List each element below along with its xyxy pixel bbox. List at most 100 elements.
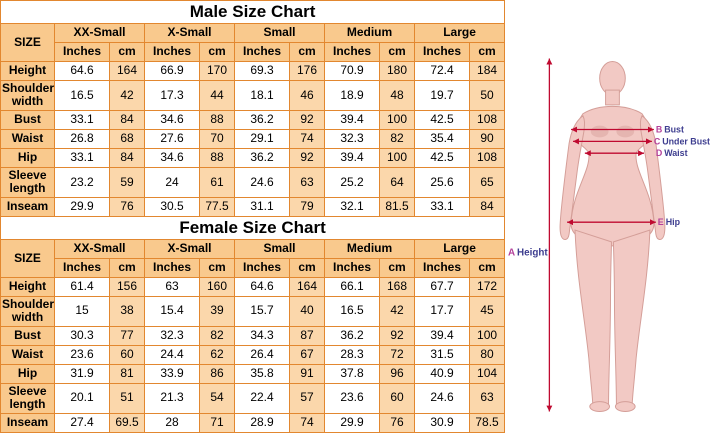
value-inches-cell: 64.6 xyxy=(54,61,110,81)
value-inches-cell: 19.7 xyxy=(414,80,470,111)
value-inches-cell: 18.9 xyxy=(324,80,380,111)
value-cm-cell: 45 xyxy=(468,295,506,327)
value-inches-cell: 32.1 xyxy=(324,196,380,217)
value-cm-cell: 40 xyxy=(289,295,325,327)
unit-header: Inches xyxy=(324,257,380,278)
value-cm-cell: 54 xyxy=(199,382,235,414)
male-size-chart: Male Size Chart SIZE XX-Small X-Small Small M… xyxy=(0,0,506,217)
value-inches-cell: 36.2 xyxy=(234,109,290,130)
value-inches-cell: 32.3 xyxy=(324,128,380,149)
body-measurement-diagram: B Bust C Under Bust D Waist E Hip A Height xyxy=(508,58,710,412)
value-cm-cell: 100 xyxy=(468,325,506,346)
measurement-row-label: Inseam xyxy=(0,196,55,217)
unit-header: cm xyxy=(379,257,415,278)
value-cm-cell: 60 xyxy=(379,382,415,414)
value-inches-cell: 16.5 xyxy=(54,80,110,111)
value-inches-cell: 36.2 xyxy=(234,147,290,168)
value-cm-cell: 61 xyxy=(199,166,235,198)
value-cm-cell: 63 xyxy=(468,382,506,414)
chart-title: Female Size Chart xyxy=(0,215,506,240)
value-cm-cell: 78.5 xyxy=(468,412,506,433)
value-inches-cell: 33.1 xyxy=(54,109,110,130)
value-cm-cell: 63 xyxy=(289,166,325,198)
value-cm-cell: 81 xyxy=(109,363,145,384)
value-cm-cell: 77 xyxy=(109,325,145,346)
value-cm-cell: 70 xyxy=(199,128,235,149)
value-inches-cell: 70.9 xyxy=(324,61,380,81)
size-column-header: X-Small xyxy=(144,23,235,43)
size-column-header: Medium xyxy=(324,238,415,259)
unit-header: Inches xyxy=(54,42,110,62)
figure-right-foot xyxy=(614,401,636,412)
value-inches-cell: 27.4 xyxy=(54,412,110,433)
size-corner-header: SIZE xyxy=(0,23,55,62)
value-inches-cell: 61.4 xyxy=(54,276,110,297)
value-cm-cell: 51 xyxy=(109,382,145,414)
figure-label-under-bust: C Under Bust xyxy=(654,136,710,146)
value-inches-cell: 27.6 xyxy=(144,128,200,149)
size-column-header: X-Small xyxy=(144,238,235,259)
value-inches-cell: 24.6 xyxy=(234,166,290,198)
unit-header: cm xyxy=(289,42,325,62)
value-inches-cell: 25.6 xyxy=(414,166,470,198)
value-inches-cell: 39.4 xyxy=(324,109,380,130)
value-cm-cell: 60 xyxy=(109,344,145,365)
value-inches-cell: 34.6 xyxy=(144,109,200,130)
value-cm-cell: 156 xyxy=(109,276,145,297)
value-inches-cell: 26.8 xyxy=(54,128,110,149)
figure-left-foot xyxy=(589,401,611,412)
measurement-row-label: Bust xyxy=(0,325,55,346)
value-cm-cell: 81.5 xyxy=(379,196,415,217)
value-cm-cell: 44 xyxy=(199,80,235,111)
unit-header: Inches xyxy=(414,42,470,62)
value-inches-cell: 64.6 xyxy=(234,276,290,297)
value-inches-cell: 17.3 xyxy=(144,80,200,111)
value-cm-cell: 65 xyxy=(468,166,506,198)
measurement-row-label: Waist xyxy=(0,344,55,365)
value-cm-cell: 172 xyxy=(468,276,506,297)
value-cm-cell: 46 xyxy=(289,80,325,111)
unit-header: cm xyxy=(468,42,506,62)
value-cm-cell: 180 xyxy=(379,61,415,81)
value-cm-cell: 82 xyxy=(199,325,235,346)
measurement-row-label: Bust xyxy=(0,109,55,130)
value-cm-cell: 164 xyxy=(109,61,145,81)
figure-bust-shading xyxy=(616,125,635,138)
value-cm-cell: 100 xyxy=(379,147,415,168)
body-silhouette xyxy=(559,61,666,412)
value-cm-cell: 92 xyxy=(379,325,415,346)
value-cm-cell: 84 xyxy=(109,147,145,168)
value-cm-cell: 96 xyxy=(379,363,415,384)
value-inches-cell: 31.5 xyxy=(414,344,470,365)
value-cm-cell: 84 xyxy=(468,196,506,217)
size-column-header: Small xyxy=(234,238,325,259)
value-inches-cell: 30.9 xyxy=(414,412,470,433)
value-inches-cell: 30.3 xyxy=(54,325,110,346)
value-cm-cell: 92 xyxy=(289,147,325,168)
value-inches-cell: 18.1 xyxy=(234,80,290,111)
value-cm-cell: 48 xyxy=(379,80,415,111)
value-inches-cell: 37.8 xyxy=(324,363,380,384)
value-inches-cell: 24 xyxy=(144,166,200,198)
value-cm-cell: 64 xyxy=(379,166,415,198)
figure-left-arm xyxy=(559,114,586,240)
value-cm-cell: 50 xyxy=(468,80,506,111)
value-inches-cell: 63 xyxy=(144,276,200,297)
value-cm-cell: 80 xyxy=(468,344,506,365)
value-inches-cell: 72.4 xyxy=(414,61,470,81)
value-inches-cell: 39.4 xyxy=(324,147,380,168)
unit-header: cm xyxy=(379,42,415,62)
unit-header: Inches xyxy=(234,42,290,62)
value-inches-cell: 33.1 xyxy=(54,147,110,168)
value-cm-cell: 90 xyxy=(468,128,506,149)
value-cm-cell: 67 xyxy=(289,344,325,365)
value-inches-cell: 35.8 xyxy=(234,363,290,384)
value-inches-cell: 23.6 xyxy=(324,382,380,414)
value-inches-cell: 29.9 xyxy=(54,196,110,217)
size-corner-header: SIZE xyxy=(0,238,55,278)
value-cm-cell: 74 xyxy=(289,412,325,433)
value-inches-cell: 36.2 xyxy=(324,325,380,346)
value-cm-cell: 39 xyxy=(199,295,235,327)
size-column-header: Medium xyxy=(324,23,415,43)
